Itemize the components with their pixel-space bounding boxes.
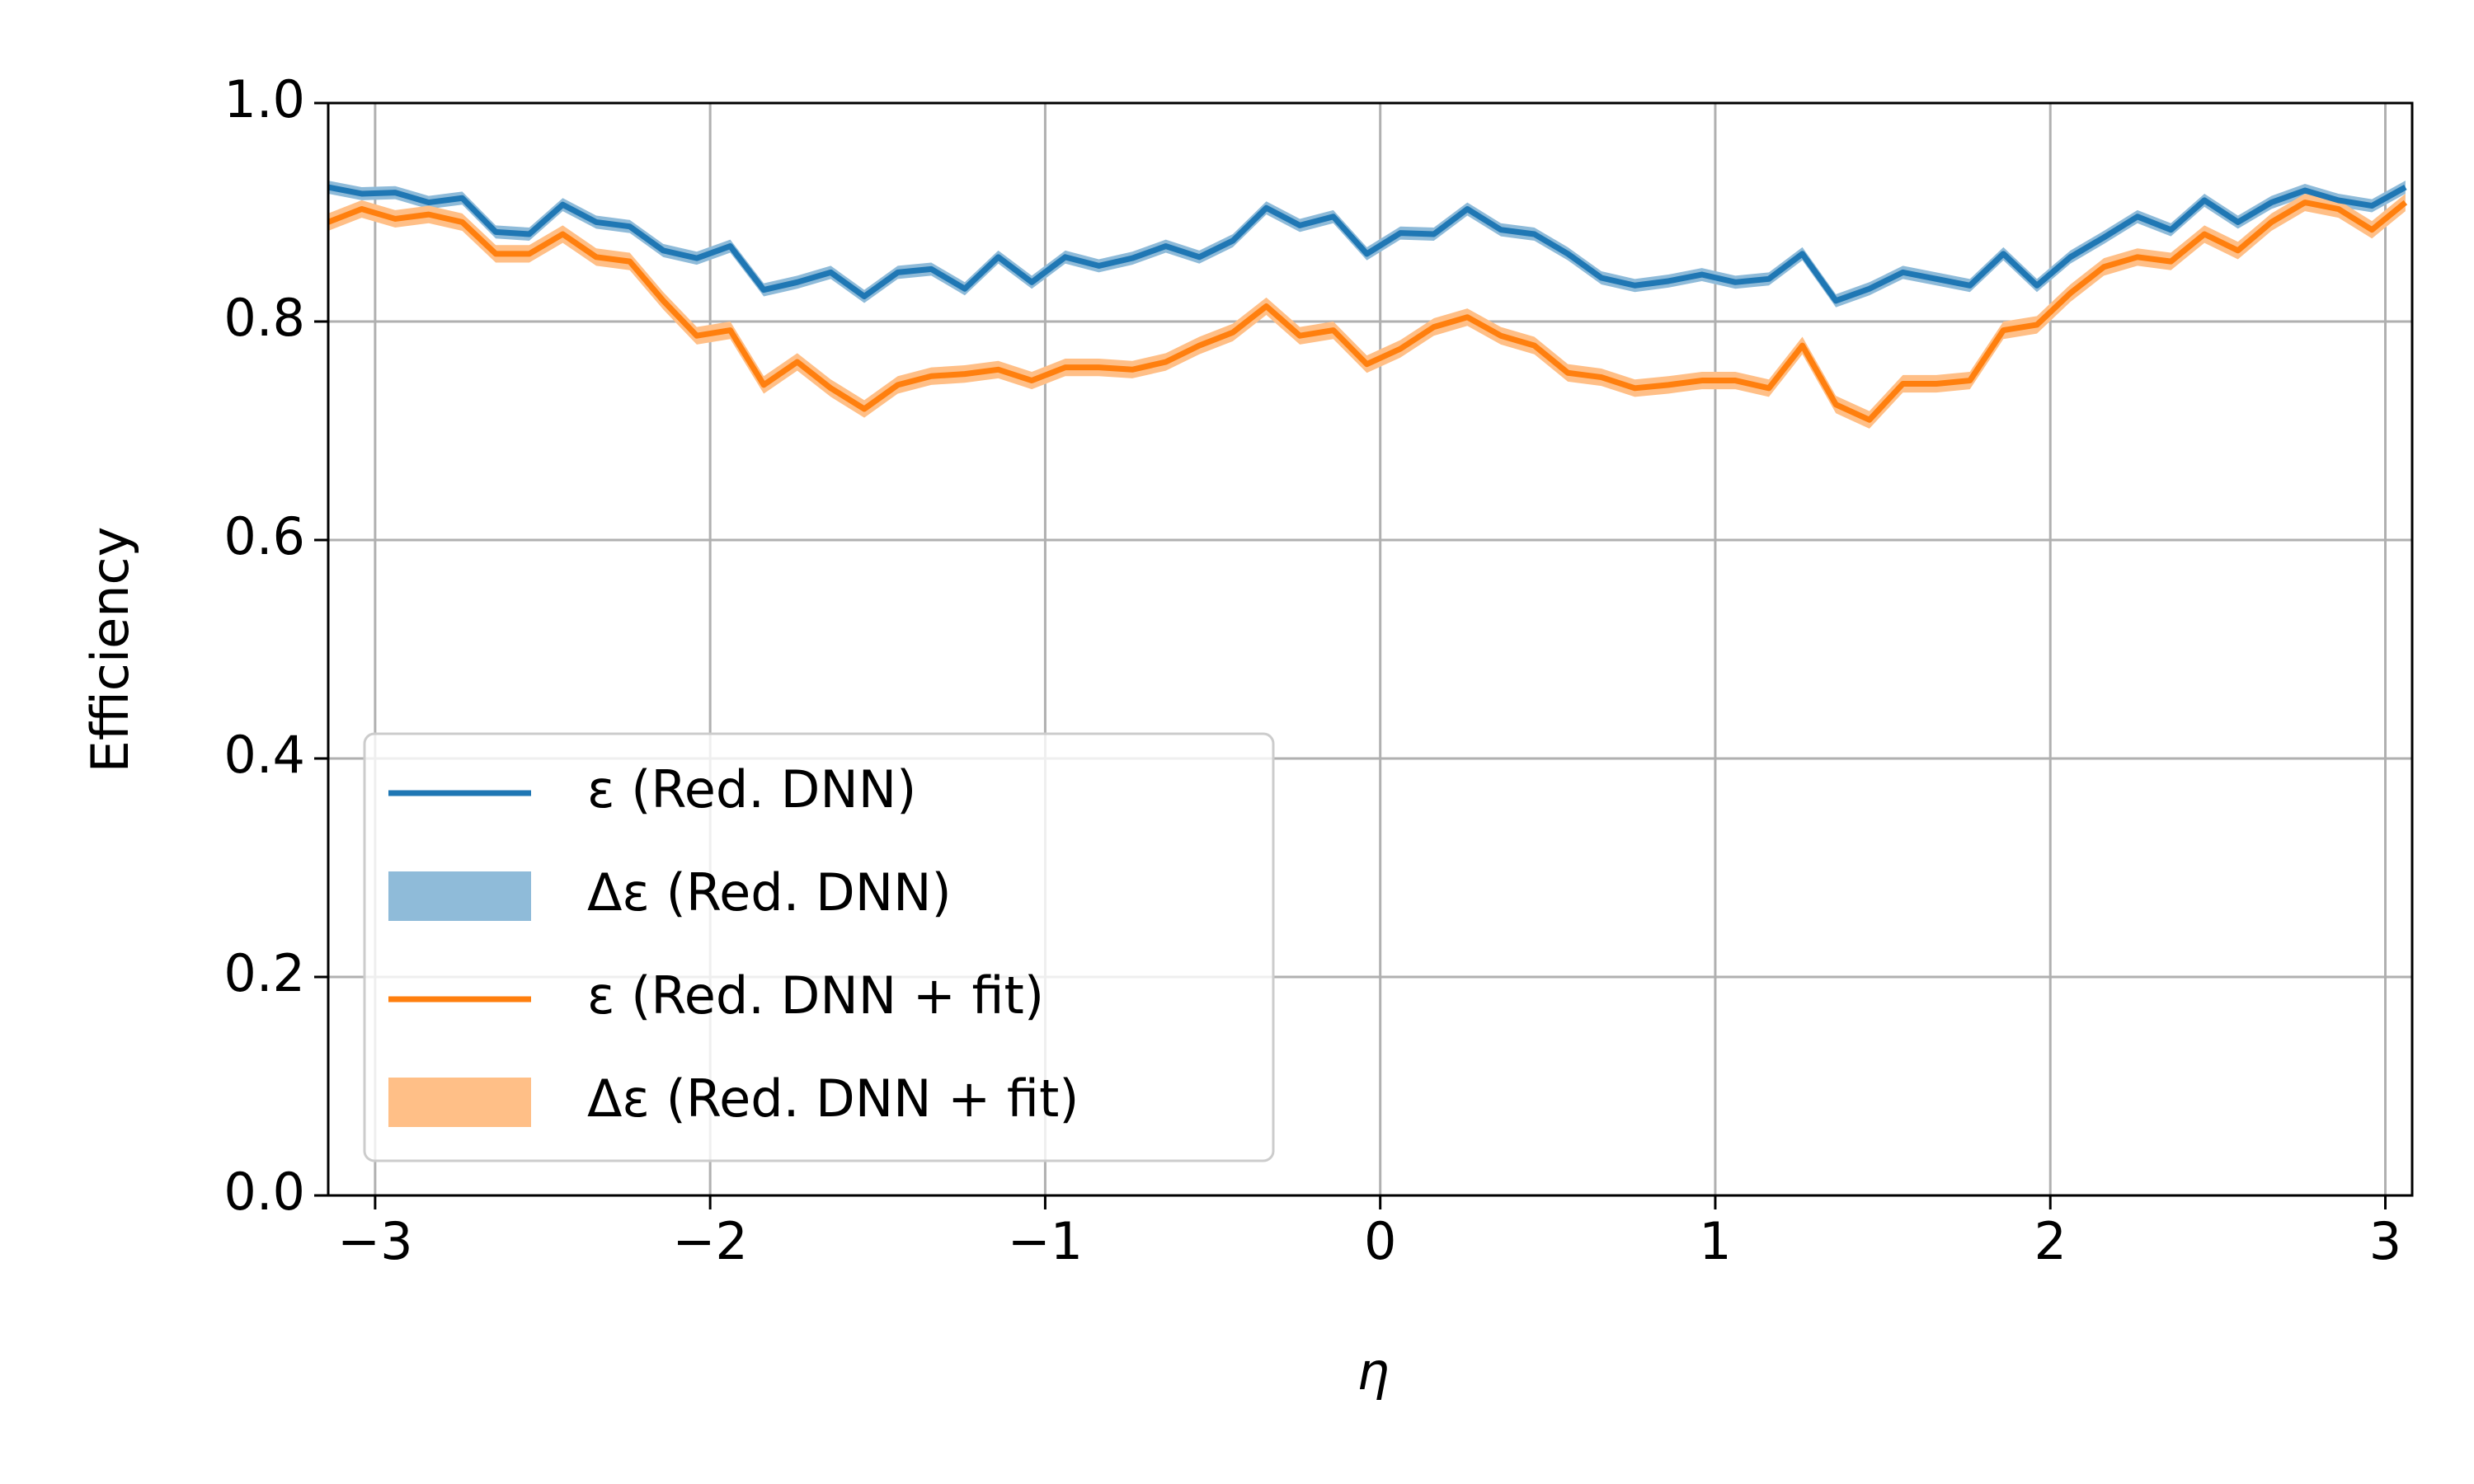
x-axis-label: η bbox=[1357, 1341, 1389, 1402]
x-tick-label: −1 bbox=[1008, 1211, 1083, 1271]
x-tick-label: 1 bbox=[1699, 1211, 1731, 1271]
line bbox=[328, 200, 2408, 423]
y-tick-label: 1.0 bbox=[223, 69, 305, 129]
legend-label: ε (Red. DNN) bbox=[587, 759, 916, 819]
y-tick-label: 0.2 bbox=[223, 943, 305, 1003]
y-tick-label: 0.8 bbox=[223, 288, 305, 348]
y-axis-label: Efficiency bbox=[80, 527, 140, 773]
legend-patch bbox=[388, 871, 531, 921]
x-tick-label: −3 bbox=[337, 1211, 412, 1271]
legend-patch bbox=[388, 1078, 531, 1127]
line bbox=[328, 184, 2407, 304]
legend-box bbox=[363, 732, 1275, 1162]
y-tick-label: 0.0 bbox=[223, 1162, 305, 1222]
x-tick-label: 2 bbox=[2034, 1211, 2067, 1271]
legend-label: Δε (Red. DNN) bbox=[587, 862, 952, 923]
legend-label: ε (Red. DNN + fit) bbox=[587, 965, 1044, 1026]
legend-label: Δε (Red. DNN + fit) bbox=[587, 1068, 1079, 1129]
error-band bbox=[328, 181, 2406, 308]
y-tick-label: 0.6 bbox=[223, 506, 305, 566]
plot-frame bbox=[327, 101, 2414, 1197]
y-tick-label: 0.4 bbox=[223, 725, 305, 785]
x-tick-label: 0 bbox=[1364, 1211, 1396, 1271]
x-tick-label: 3 bbox=[2369, 1211, 2401, 1271]
x-tick-label: −2 bbox=[672, 1211, 747, 1271]
